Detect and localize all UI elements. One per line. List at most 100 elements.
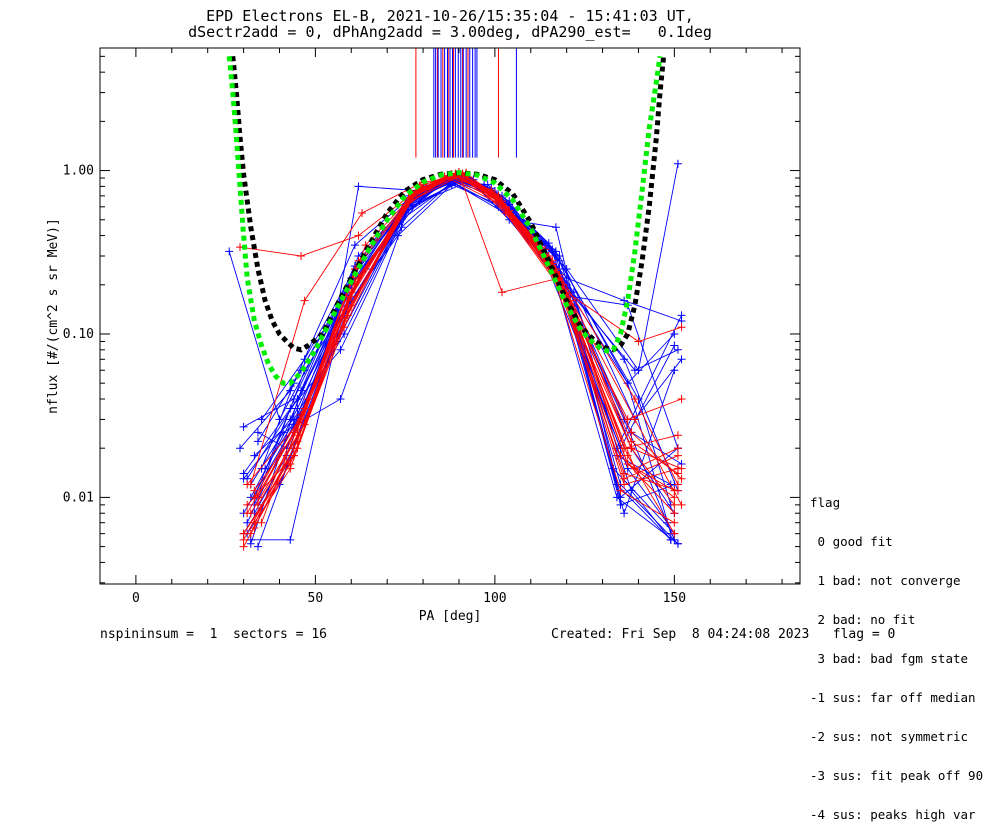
data-point-marker — [354, 182, 363, 191]
data-point-marker — [673, 444, 682, 453]
data-point-marker — [548, 245, 557, 254]
data-point-marker — [257, 415, 266, 424]
series-line — [243, 173, 675, 534]
series-line — [228, 163, 679, 421]
data-point-marker — [677, 474, 686, 483]
data-point-marker — [616, 493, 625, 502]
data-point-marker — [670, 509, 679, 518]
data-point-marker — [297, 252, 306, 261]
data-point-marker — [350, 241, 359, 250]
data-point-marker — [666, 535, 675, 544]
data-point-marker — [289, 451, 298, 460]
data-point-marker — [336, 395, 345, 404]
x-tick-label: 0 — [132, 591, 140, 606]
x-tick-label: 150 — [663, 591, 686, 606]
data-point-marker — [354, 231, 363, 240]
data-point-marker — [551, 223, 560, 232]
data-point-marker — [562, 274, 571, 283]
legend-item: -1 sus: far off median — [810, 690, 976, 705]
data-point-marker — [243, 480, 252, 489]
legend-item: 3 bad: bad fgm state — [810, 651, 969, 666]
data-point-marker — [673, 469, 682, 478]
data-point-marker — [673, 539, 682, 548]
legend-item: -3 sus: fit peak off 90 — [810, 768, 984, 783]
data-point-marker — [293, 431, 302, 440]
y-tick-label: 0.01 — [63, 490, 94, 505]
data-point-marker — [673, 480, 682, 489]
data-traces — [225, 159, 686, 551]
data-point-marker — [677, 464, 686, 473]
series-line — [254, 175, 679, 491]
data-point-marker — [343, 311, 352, 320]
data-point-marker — [620, 296, 629, 305]
data-point-marker — [447, 180, 456, 189]
x-axis-title: PA [deg] — [419, 609, 482, 624]
data-point-marker — [670, 329, 679, 338]
data-point-marker — [300, 296, 309, 305]
data-point-marker — [670, 486, 679, 495]
data-point-marker — [673, 431, 682, 440]
data-point-marker — [236, 444, 244, 453]
data-point-marker — [616, 451, 625, 460]
flag-legend: flag 0 good fit 1 bad: not converge 2 ba… — [810, 470, 983, 834]
data-point-marker — [677, 323, 686, 332]
data-point-marker — [627, 444, 636, 453]
data-point-marker — [358, 208, 367, 217]
axes: 0 50 100 150 0.01 0.10 1.00 — [63, 48, 800, 606]
top-marker-lines — [415, 48, 517, 158]
data-point-marker — [286, 415, 295, 424]
data-point-marker — [293, 395, 302, 404]
data-point-marker — [630, 415, 639, 424]
data-point-marker — [555, 256, 564, 265]
series-line — [243, 176, 675, 474]
data-point-marker — [673, 159, 682, 168]
data-point-marker — [340, 317, 349, 326]
data-point-marker — [239, 422, 248, 431]
chart-title-line1: EPD Electrons EL-B, 2021-10-26/15:35:04 … — [206, 7, 694, 25]
data-point-marker — [620, 509, 629, 518]
data-point-marker — [616, 486, 625, 495]
data-point-marker — [623, 460, 632, 469]
data-point-marker — [250, 486, 259, 495]
data-point-marker — [246, 509, 255, 518]
plot-frame — [99, 47, 801, 585]
data-point-marker — [261, 464, 270, 473]
x-tick-label: 100 — [483, 591, 506, 606]
data-point-marker — [253, 428, 262, 437]
data-point-marker — [501, 202, 510, 211]
chart-title-line2: dSectr2add = 0, dPhAng2add = 3.00deg, dP… — [188, 23, 712, 41]
pitch-angle-chart: 0 50 100 150 0.01 0.10 1.00 PA [deg] nflux [#/… — [46, 47, 801, 624]
data-point-marker — [286, 535, 295, 544]
data-point-marker — [250, 493, 259, 502]
data-point-marker — [670, 529, 679, 538]
y-axis-title: nflux [#/(cm^2 s sr MeV)] — [46, 218, 61, 414]
legend-item: 2 bad: no fit — [810, 612, 916, 627]
data-point-marker — [246, 539, 255, 548]
data-point-marker — [627, 428, 636, 437]
data-point-marker — [253, 437, 262, 446]
data-point-marker — [630, 395, 639, 404]
data-point-marker — [612, 480, 621, 489]
data-point-marker — [623, 451, 632, 460]
legend-item: -2 sus: not symmetric — [810, 729, 969, 744]
data-point-marker — [297, 410, 306, 419]
data-point-marker — [670, 500, 679, 509]
data-point-marker — [239, 529, 248, 538]
legend-item: 1 bad: not converge — [810, 573, 961, 588]
data-point-marker — [673, 345, 682, 354]
data-point-marker — [673, 451, 682, 460]
data-point-marker — [253, 542, 262, 551]
x-tick-label: 50 — [308, 591, 324, 606]
y-tick-label: 0.10 — [63, 327, 94, 342]
legend-item: 0 good fit — [810, 534, 893, 549]
fit-curve — [226, 55, 663, 386]
fit-curves — [226, 55, 667, 386]
data-point-marker — [677, 500, 686, 509]
data-point-marker — [634, 337, 643, 346]
data-point-marker — [257, 518, 266, 527]
data-point-marker — [627, 437, 636, 446]
data-point-marker — [670, 518, 679, 527]
data-point-marker — [239, 474, 248, 483]
data-point-marker — [243, 500, 252, 509]
data-point-marker — [670, 341, 679, 350]
